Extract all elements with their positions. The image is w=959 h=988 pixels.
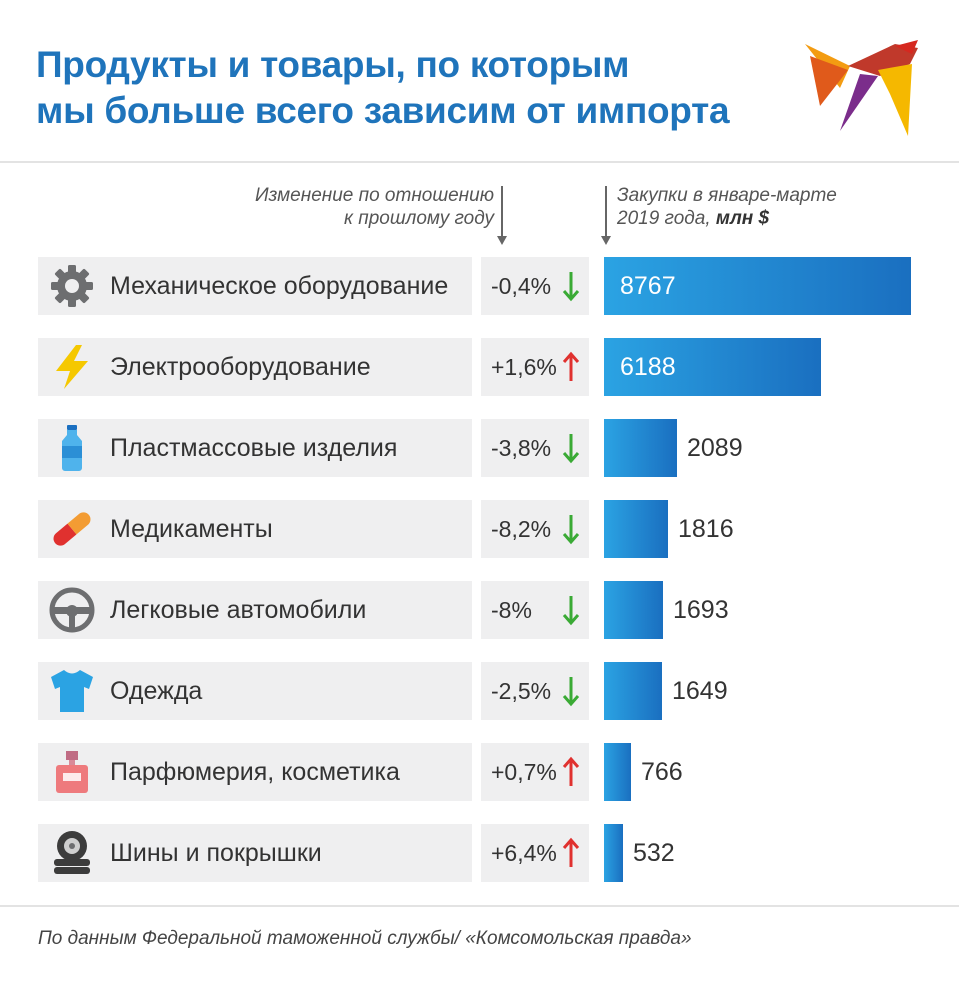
change-value: -8,2% bbox=[491, 516, 552, 542]
arrow-down-icon bbox=[561, 270, 581, 302]
arrow-up-icon bbox=[561, 837, 581, 869]
chart-title: Продукты и товары, по которым мы больше … bbox=[36, 42, 730, 134]
arrow-down-icon bbox=[561, 513, 581, 545]
change-column-header: Изменение по отношению к прошлому году bbox=[254, 185, 494, 229]
change-cell: +0,7% bbox=[481, 743, 589, 801]
category-cell: Медикаменты bbox=[38, 500, 472, 558]
arrow-down-icon bbox=[561, 594, 581, 626]
bottle-icon bbox=[48, 424, 96, 472]
pill-icon bbox=[48, 505, 96, 553]
category-cell: Одежда bbox=[38, 662, 472, 720]
chart-row: Электрооборудование +1,6% 6188 bbox=[0, 338, 959, 396]
tire-icon bbox=[48, 829, 96, 877]
header-divider bbox=[0, 161, 959, 163]
category-label: Шины и покрышки bbox=[110, 839, 322, 867]
value-bar bbox=[604, 419, 677, 477]
change-cell: -8,2% bbox=[481, 500, 589, 558]
category-label: Пластмассовые изделия bbox=[110, 434, 398, 462]
chart-row: Легковые автомобили -8% 1693 bbox=[0, 581, 959, 639]
value-label: 1693 bbox=[673, 596, 729, 624]
change-cell: -3,8% bbox=[481, 419, 589, 477]
bird-logo-icon bbox=[805, 40, 918, 136]
category-cell: Легковые автомобили bbox=[38, 581, 472, 639]
value-label: 766 bbox=[641, 758, 683, 786]
change-value: -3,8% bbox=[491, 435, 552, 461]
category-label: Парфюмерия, косметика bbox=[110, 758, 400, 786]
change-value: -0,4% bbox=[491, 273, 552, 299]
category-cell: Шины и покрышки bbox=[38, 824, 472, 882]
chart-row: Парфюмерия, косметика +0,7% 766 bbox=[0, 743, 959, 801]
category-label: Медикаменты bbox=[110, 515, 273, 543]
arrow-down-icon bbox=[561, 675, 581, 707]
arrow-up-icon bbox=[561, 756, 581, 788]
steering-wheel-icon bbox=[48, 586, 96, 634]
chart-row: Механическое оборудование -0,4% 8767 bbox=[0, 257, 959, 315]
chart-row: Пластмассовые изделия -3,8% 2089 bbox=[0, 419, 959, 477]
value-bar bbox=[604, 743, 631, 801]
value-bar bbox=[604, 500, 668, 558]
value-column-header: Закупки в январе-марте 2019 года, млн $ bbox=[617, 185, 837, 229]
value-label: 1816 bbox=[678, 515, 734, 543]
chart-row: Одежда -2,5% 1649 bbox=[0, 662, 959, 720]
chart-row: Медикаменты -8,2% 1816 bbox=[0, 500, 959, 558]
change-header-arrow-head bbox=[497, 236, 507, 245]
change-header-arrow-line bbox=[501, 186, 503, 236]
value-label: 6188 bbox=[620, 353, 676, 381]
title-line-2: мы больше всего зависим от импорта bbox=[36, 90, 730, 131]
value-header-arrow-head bbox=[601, 236, 611, 245]
category-label: Легковые автомобили bbox=[110, 596, 367, 624]
category-label: Механическое оборудование bbox=[110, 272, 449, 300]
change-value: -2,5% bbox=[491, 678, 552, 704]
category-label: Одежда bbox=[110, 677, 203, 705]
change-value: +1,6% bbox=[491, 354, 557, 380]
value-label: 1649 bbox=[672, 677, 728, 705]
gear-icon bbox=[48, 262, 96, 310]
arrow-down-icon bbox=[561, 432, 581, 464]
value-bar bbox=[604, 338, 821, 396]
change-cell: +6,4% bbox=[481, 824, 589, 882]
perfume-icon bbox=[48, 748, 96, 796]
change-cell: -8% bbox=[481, 581, 589, 639]
value-header-arrow-line bbox=[605, 186, 607, 236]
tshirt-icon bbox=[48, 667, 96, 715]
change-value: -8% bbox=[491, 597, 532, 623]
category-cell: Электрооборудование bbox=[38, 338, 472, 396]
value-bar bbox=[604, 581, 663, 639]
value-label: 532 bbox=[633, 839, 675, 867]
category-label: Электрооборудование bbox=[110, 353, 371, 381]
category-cell: Парфюмерия, косметика bbox=[38, 743, 472, 801]
change-cell: -2,5% bbox=[481, 662, 589, 720]
source-note: По данным Федеральной таможенной службы/… bbox=[38, 928, 692, 949]
change-value: +0,7% bbox=[491, 759, 557, 785]
chart-row: Шины и покрышки +6,4% 532 bbox=[0, 824, 959, 882]
footer-divider bbox=[0, 905, 959, 907]
arrow-up-icon bbox=[561, 351, 581, 383]
value-bar bbox=[604, 257, 911, 315]
value-label: 8767 bbox=[620, 272, 676, 300]
lightning-icon bbox=[48, 343, 96, 391]
value-bar bbox=[604, 824, 623, 882]
title-line-1: Продукты и товары, по которым bbox=[36, 44, 630, 85]
value-label: 2089 bbox=[687, 434, 743, 462]
category-cell: Пластмассовые изделия bbox=[38, 419, 472, 477]
change-value: +6,4% bbox=[491, 840, 557, 866]
change-cell: +1,6% bbox=[481, 338, 589, 396]
value-bar bbox=[604, 662, 662, 720]
category-cell: Механическое оборудование bbox=[38, 257, 472, 315]
change-cell: -0,4% bbox=[481, 257, 589, 315]
